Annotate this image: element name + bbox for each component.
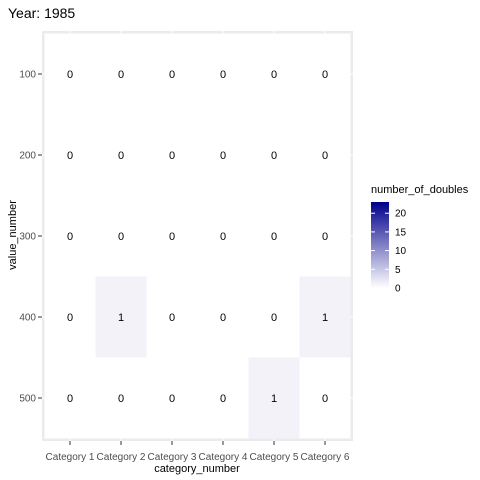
cell-value-label: 0 <box>67 393 73 405</box>
heatmap-cell <box>44 195 96 277</box>
cell-value-label: 0 <box>169 312 175 324</box>
x-tick-label: Category 6 <box>301 452 350 463</box>
cell-labels: 0 0 0 0 0 0 0 0 0 0 0 0 0 0 0 0 0 0 0 1 0 0 0 1 0 0 0 0 1 0 <box>67 69 328 405</box>
heatmap-cell <box>146 276 198 358</box>
legend-tick-label: 15 <box>395 227 407 238</box>
heatmap-cell <box>146 195 198 277</box>
cell-value-label: 0 <box>271 69 277 81</box>
cell-value-label: 0 <box>67 312 73 324</box>
legend-title: number_of_doubles <box>371 184 469 196</box>
heatmap-cell <box>299 114 351 196</box>
cell-value-label: 0 <box>169 393 175 405</box>
cell-value-label: 0 <box>67 69 73 81</box>
heatmap-cell <box>146 114 198 196</box>
heatmap-cell <box>197 276 249 358</box>
x-tick-label: Category 4 <box>199 452 248 463</box>
y-tick-label: 300 <box>19 232 36 243</box>
heatmap-cell <box>44 357 96 439</box>
legend-tick-label: 10 <box>395 246 407 257</box>
heatmap-cells <box>44 33 351 439</box>
heatmap-cell <box>95 195 147 277</box>
cell-value-label: 0 <box>220 231 226 243</box>
cell-value-label: 0 <box>322 231 328 243</box>
cell-value-label: 0 <box>169 150 175 162</box>
heatmap-cell <box>248 195 300 277</box>
heatmap-cell <box>44 114 96 196</box>
cell-value-label: 0 <box>220 312 226 324</box>
cell-value-label: 0 <box>67 231 73 243</box>
legend-tick-label: 0 <box>395 284 401 295</box>
legend-ticks: 0 5 10 15 20 <box>371 209 407 295</box>
heatmap-cell <box>248 357 300 439</box>
heatmap-cell <box>299 33 351 115</box>
y-axis-title: value_number <box>7 200 19 270</box>
y-tick-label: 500 <box>19 394 36 405</box>
cell-value-label: 0 <box>118 231 124 243</box>
heatmap-cell <box>197 357 249 439</box>
cell-value-label: 0 <box>118 69 124 81</box>
cell-value-label: 0 <box>322 393 328 405</box>
x-tick-label: Category 3 <box>148 452 197 463</box>
legend-tick-label: 5 <box>395 265 401 276</box>
heatmap-cell <box>248 114 300 196</box>
x-axis-ticks: Category 1 Category 2 Category 3 Category 4… <box>46 441 350 463</box>
cell-value-label: 0 <box>271 312 277 324</box>
heatmap-cell <box>248 33 300 115</box>
chart-title: Year: 1985 <box>8 5 75 21</box>
cell-value-label: 0 <box>220 69 226 81</box>
x-tick-label: Category 5 <box>250 452 299 463</box>
cell-value-label: 0 <box>169 231 175 243</box>
cell-value-label: 0 <box>67 150 73 162</box>
cell-value-label: 0 <box>322 69 328 81</box>
legend-colorbar <box>371 202 389 288</box>
heatmap-cell <box>146 357 198 439</box>
cell-value-label: 0 <box>220 393 226 405</box>
cell-value-label: 1 <box>322 312 328 324</box>
heatmap-cell <box>299 276 351 358</box>
cell-value-label: 0 <box>118 393 124 405</box>
heatmap-cell <box>95 357 147 439</box>
x-tick-label: Category 1 <box>46 452 95 463</box>
cell-value-label: 0 <box>220 150 226 162</box>
heatmap-cell <box>44 276 96 358</box>
cell-value-label: 0 <box>271 150 277 162</box>
y-tick-label: 100 <box>19 70 36 81</box>
heatmap-cell <box>95 33 147 115</box>
x-tick-label: Category 2 <box>97 452 146 463</box>
heatmap-cell <box>146 33 198 115</box>
heatmap-cell <box>197 114 249 196</box>
heatmap-cell <box>299 357 351 439</box>
cell-value-label: 1 <box>271 393 277 405</box>
heatmap-cell <box>44 33 96 115</box>
cell-value-label: 0 <box>322 150 328 162</box>
color-legend: number_of_doubles 0 5 10 15 20 <box>371 184 469 295</box>
cell-value-label: 0 <box>118 150 124 162</box>
y-axis-ticks: 100 200 300 400 500 <box>19 70 42 405</box>
cell-value-label: 0 <box>271 231 277 243</box>
y-tick-label: 200 <box>19 151 36 162</box>
cell-value-label: 1 <box>118 312 124 324</box>
heatmap-cell <box>197 33 249 115</box>
cell-value-label: 0 <box>169 69 175 81</box>
heatmap-cell <box>95 114 147 196</box>
heatmap-cell <box>197 195 249 277</box>
legend-tick-label: 20 <box>395 209 407 220</box>
x-axis-title: category_number <box>154 463 240 475</box>
heatmap-cell <box>248 276 300 358</box>
heatmap-cell <box>95 276 147 358</box>
heatmap-cell <box>299 195 351 277</box>
y-tick-label: 400 <box>19 313 36 324</box>
